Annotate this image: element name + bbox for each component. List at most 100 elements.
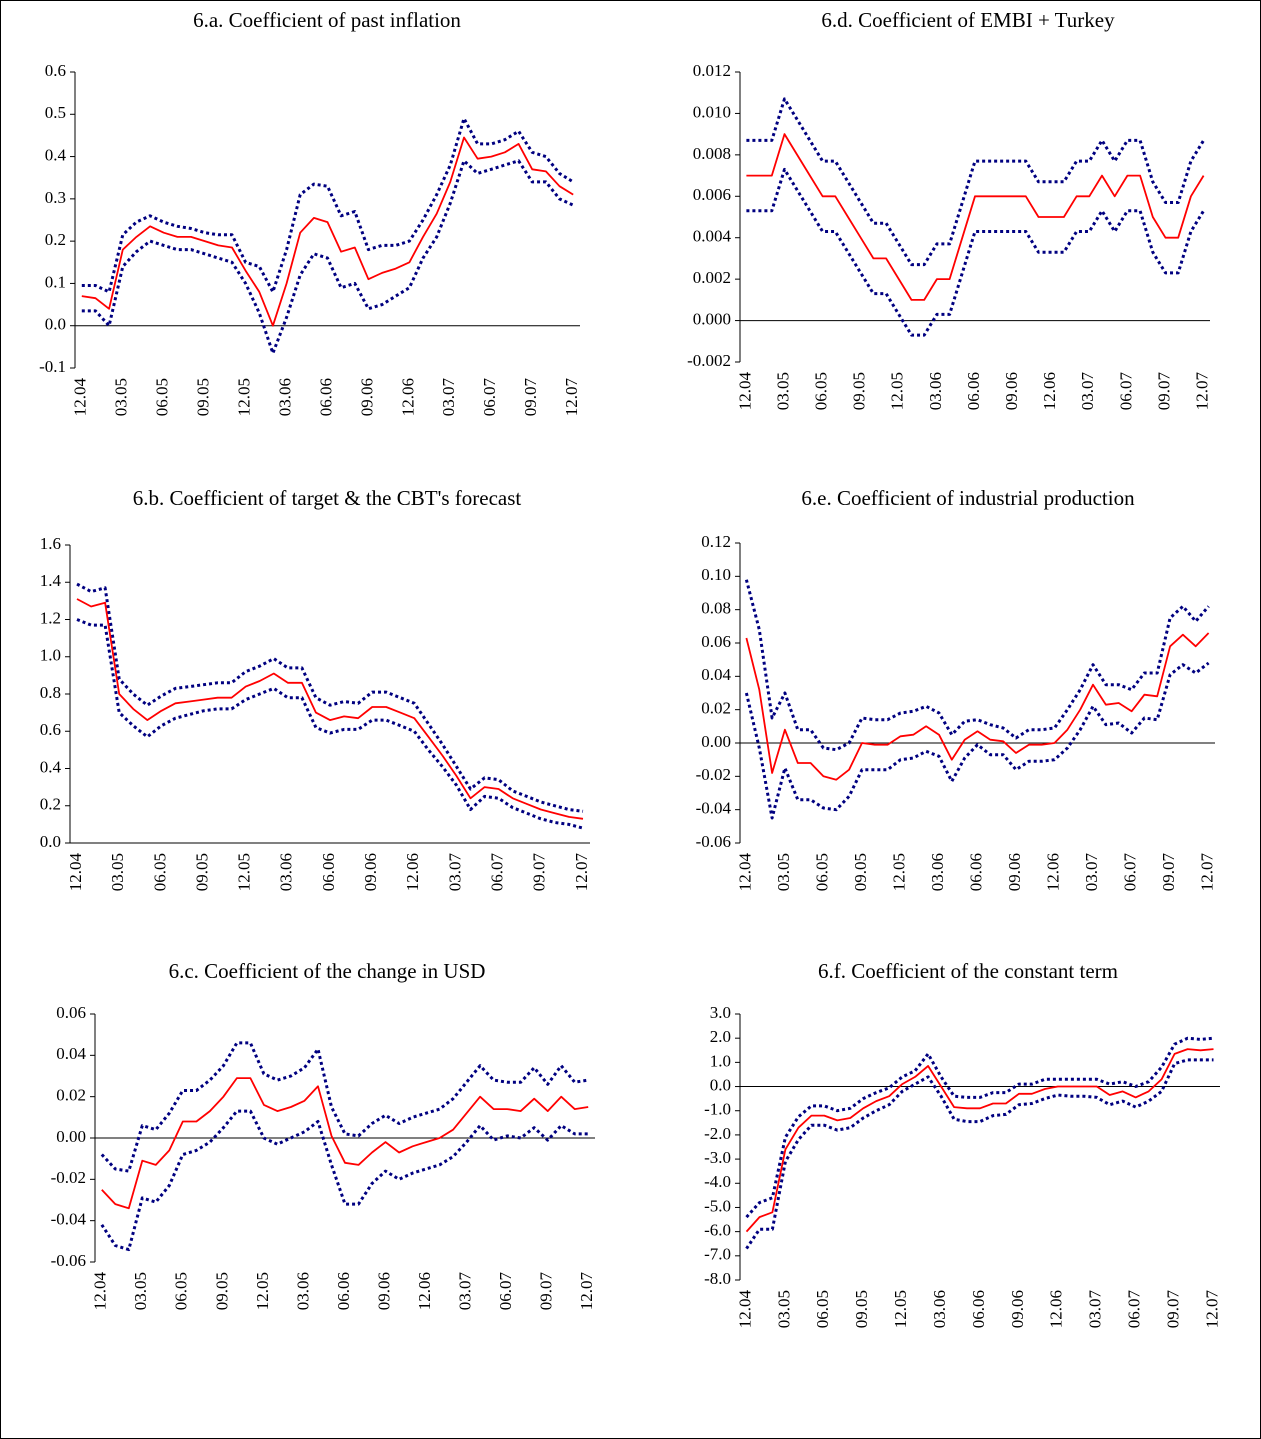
y-tick-label: 0.10 xyxy=(701,565,731,584)
x-tick-label: 12.04 xyxy=(735,1290,754,1329)
y-tick-label: -7.0 xyxy=(704,1245,731,1264)
x-tick-label: 03.07 xyxy=(439,378,458,417)
x-tick-label: 09.05 xyxy=(212,1272,231,1310)
x-tick-label: 06.06 xyxy=(319,853,338,891)
x-tick-label: 12.07 xyxy=(1202,1290,1221,1329)
y-tick-label: 1.6 xyxy=(40,534,61,553)
y-tick-label: -2.0 xyxy=(704,1124,731,1143)
x-tick-label: 09.06 xyxy=(361,853,380,891)
y-tick-label: 0.0 xyxy=(40,832,61,851)
y-tick-label: -0.002 xyxy=(687,351,731,370)
y-tick-label: 0.02 xyxy=(701,699,731,718)
x-tick-label: 12.07 xyxy=(577,1272,596,1311)
y-tick-label: 0.6 xyxy=(40,720,61,739)
x-tick-label: 03.07 xyxy=(456,1272,475,1311)
x-tick-label: 03.06 xyxy=(277,853,296,891)
x-tick-label: 12.06 xyxy=(1040,372,1059,410)
series-line xyxy=(101,1077,589,1210)
y-tick-label: 0.4 xyxy=(45,145,67,164)
y-tick-label: 0.012 xyxy=(693,61,731,80)
x-tick-label: 12.07 xyxy=(1197,853,1216,892)
x-tick-label: 12.06 xyxy=(1043,853,1062,891)
x-tick-label: 09.05 xyxy=(192,853,211,891)
y-tick-label: 1.2 xyxy=(40,608,61,627)
x-tick-label: 09.06 xyxy=(1002,372,1021,410)
y-tick-label: 0.4 xyxy=(40,757,62,776)
y-tick-label: 0.06 xyxy=(701,632,731,651)
x-tick-label: 06.05 xyxy=(813,1290,832,1328)
x-tick-label: 06.06 xyxy=(334,1272,353,1310)
x-tick-label: 09.05 xyxy=(194,378,213,416)
x-tick-label: 06.07 xyxy=(1120,853,1139,892)
chart-title: 6.d. Coefficient of EMBI + Turkey xyxy=(821,8,1115,32)
x-tick-label: 12.06 xyxy=(415,1272,434,1310)
x-tick-label: 03.06 xyxy=(275,378,294,416)
y-tick-label: -0.1 xyxy=(39,357,66,376)
x-tick-label: 03.06 xyxy=(926,372,945,410)
series-line xyxy=(81,159,574,355)
x-tick-label: 12.04 xyxy=(735,853,754,892)
y-tick-label: 0.06 xyxy=(56,1003,86,1022)
series-line xyxy=(76,582,584,813)
x-tick-label: 03.07 xyxy=(445,853,464,892)
y-tick-label: -8.0 xyxy=(704,1269,731,1288)
x-tick-label: 12.05 xyxy=(889,853,908,891)
x-tick-label: 09.07 xyxy=(530,853,549,892)
x-tick-label: 06.06 xyxy=(969,1290,988,1328)
y-tick-label: 0.12 xyxy=(701,532,731,551)
x-tick-label: 06.07 xyxy=(496,1272,515,1311)
y-tick-label: -0.02 xyxy=(51,1168,86,1187)
x-tick-label: 03.06 xyxy=(293,1272,312,1310)
x-tick-label: 09.05 xyxy=(850,372,869,410)
x-tick-label: 03.05 xyxy=(108,853,127,891)
x-tick-label: 06.07 xyxy=(1116,372,1135,411)
x-tick-label: 12.05 xyxy=(235,853,254,891)
series-line xyxy=(745,632,1210,781)
x-tick-label: 09.05 xyxy=(852,1290,871,1328)
y-tick-label: -3.0 xyxy=(704,1148,731,1167)
y-tick-label: -1.0 xyxy=(704,1100,731,1119)
x-tick-label: 06.05 xyxy=(811,372,830,410)
x-tick-label: 06.07 xyxy=(1125,1290,1144,1329)
x-tick-label: 12.04 xyxy=(91,1272,110,1311)
x-tick-label: 12.05 xyxy=(891,1290,910,1328)
x-tick-label: 12.07 xyxy=(572,853,591,892)
y-tick-label: 0.04 xyxy=(56,1044,86,1063)
x-tick-label: 03.05 xyxy=(773,372,792,410)
y-tick-label: 1.0 xyxy=(40,646,61,665)
y-tick-label: 0.2 xyxy=(45,230,66,249)
y-tick-label: 0.3 xyxy=(45,188,66,207)
y-tick-label: -0.04 xyxy=(51,1210,87,1229)
x-tick-label: 09.07 xyxy=(1159,853,1178,892)
y-tick-label: -0.06 xyxy=(696,832,731,851)
x-tick-label: 03.05 xyxy=(774,853,793,891)
y-tick-label: 0.1 xyxy=(45,272,66,291)
y-tick-label: 1.4 xyxy=(40,571,62,590)
x-tick-label: 03.05 xyxy=(131,1272,150,1310)
y-tick-label: 0.08 xyxy=(701,599,731,618)
y-tick-label: 0.004 xyxy=(693,227,732,246)
series-line xyxy=(745,1058,1214,1250)
x-tick-label: 06.05 xyxy=(153,378,172,416)
chart-title: 6.b. Coefficient of target & the CBT's f… xyxy=(133,486,522,510)
y-tick-label: 0.04 xyxy=(701,665,731,684)
x-tick-label: 09.06 xyxy=(1005,853,1024,891)
y-tick-label: -6.0 xyxy=(704,1221,731,1240)
series-line xyxy=(76,618,584,830)
x-tick-label: 12.06 xyxy=(403,853,422,891)
series-line xyxy=(745,1048,1214,1233)
x-tick-label: 06.07 xyxy=(480,378,499,417)
x-tick-label: 09.06 xyxy=(374,1272,393,1310)
x-tick-label: 09.06 xyxy=(357,378,376,416)
series-line xyxy=(744,579,1210,752)
series-line xyxy=(746,133,1205,301)
x-tick-label: 12.04 xyxy=(71,378,90,417)
y-tick-label: 0.2 xyxy=(40,795,61,814)
y-tick-label: 3.0 xyxy=(710,1003,731,1022)
y-tick-label: -0.06 xyxy=(51,1251,86,1270)
x-tick-label: 12.05 xyxy=(253,1272,272,1310)
x-tick-label: 03.07 xyxy=(1082,853,1101,892)
x-tick-label: 06.05 xyxy=(812,853,831,891)
